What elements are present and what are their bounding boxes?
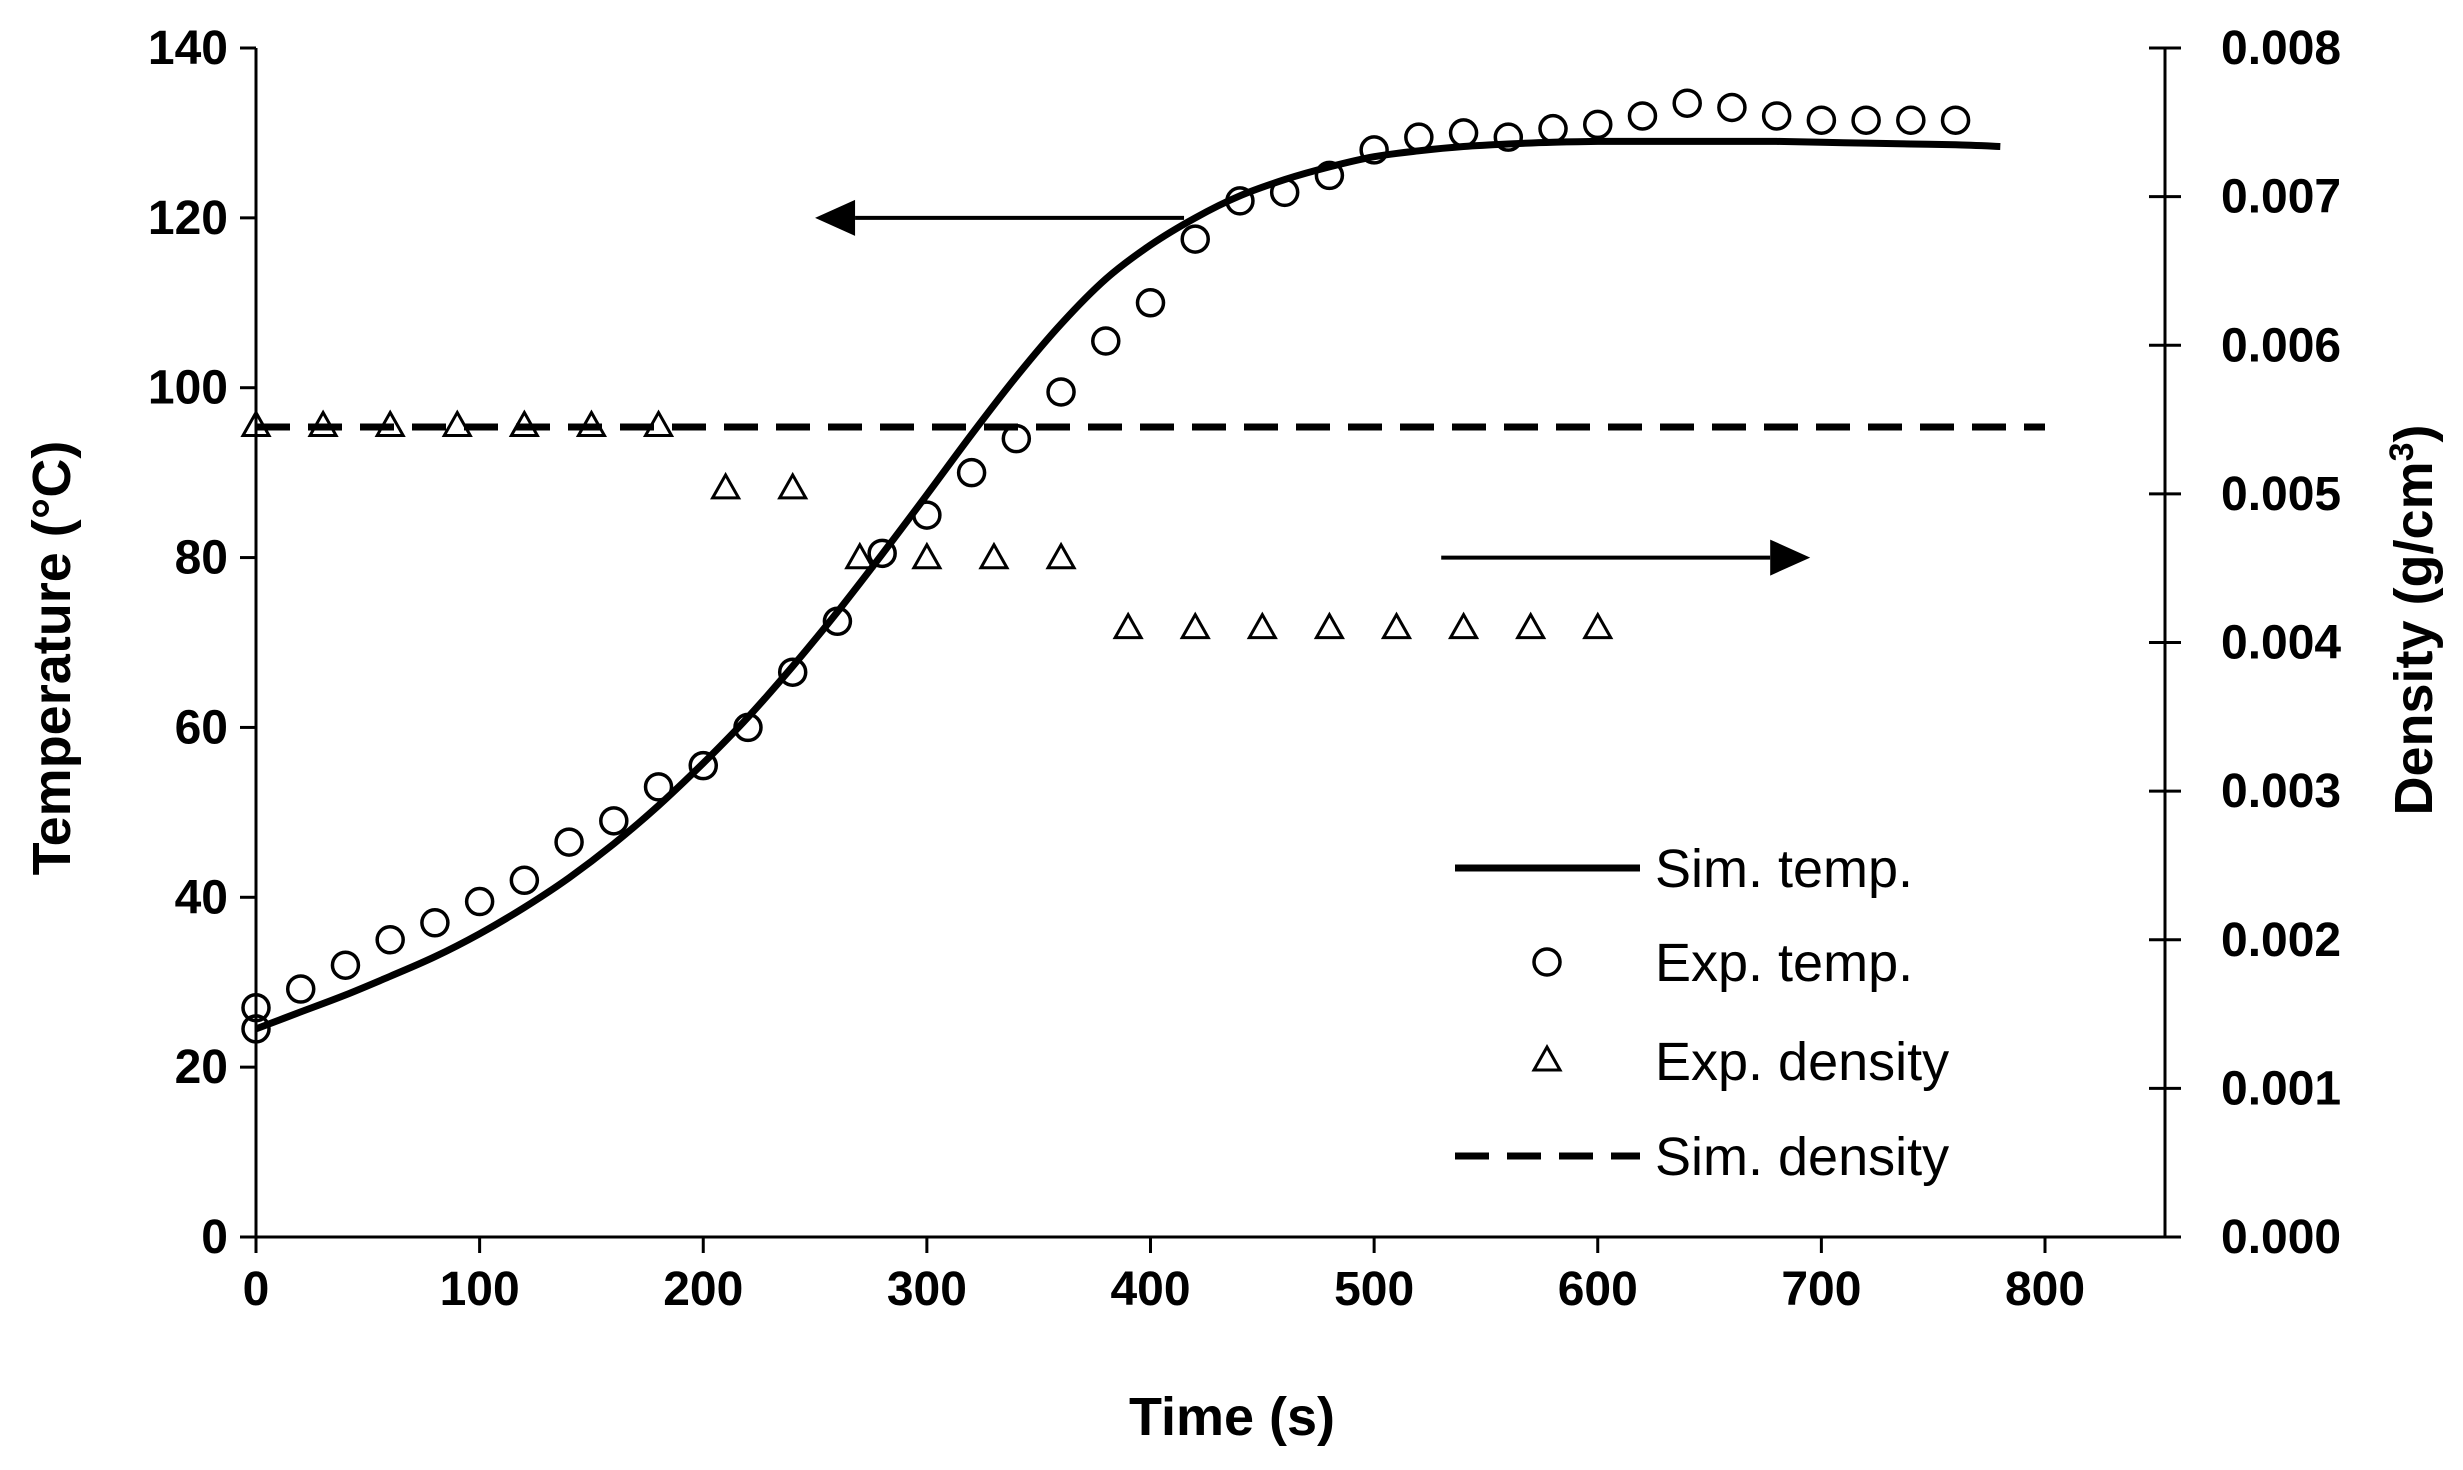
- y-left-tick-label: 120: [148, 192, 228, 245]
- point-exp-density-15: [1246, 611, 1278, 640]
- x-tick-label: 400: [1110, 1263, 1190, 1316]
- y-left-tick-label: 140: [148, 22, 228, 75]
- point-exp-temp-8: [554, 827, 584, 857]
- y-left-tick-label: 80: [175, 532, 228, 585]
- x-tick-label: 300: [887, 1263, 967, 1316]
- point-exp-density-3: [441, 409, 473, 438]
- point-exp-temp-37: [1851, 105, 1881, 135]
- point-exp-temp-15: [867, 538, 897, 569]
- point-exp-temp-27: [1404, 122, 1434, 152]
- legend-swatch-exp-temp: [1532, 947, 1562, 977]
- point-exp-density-12: [1045, 541, 1077, 570]
- y-left-axis-title: Temperature (°C): [22, 441, 82, 876]
- x-tick-label: 500: [1334, 1263, 1414, 1316]
- point-exp-temp-13: [777, 657, 808, 687]
- point-exp-temp-16: [912, 500, 942, 530]
- point-exp-temp-33: [1672, 88, 1702, 118]
- point-exp-temp-20: [1091, 326, 1121, 356]
- point-exp-temp-35: [1761, 101, 1792, 131]
- point-exp-temp-34: [1717, 92, 1747, 123]
- point-exp-temp-31: [1583, 109, 1613, 140]
- legend-label-exp-density: Exp. density: [1655, 1032, 1949, 1092]
- y-left-tick-label: 0: [201, 1211, 228, 1264]
- point-exp-density-14: [1179, 611, 1211, 640]
- point-exp-temp-21: [1135, 288, 1166, 318]
- point-exp-temp-5: [420, 908, 450, 938]
- point-exp-density-19: [1515, 611, 1547, 640]
- point-exp-density-20: [1582, 611, 1614, 640]
- point-exp-temp-19: [1046, 377, 1076, 407]
- point-exp-temp-6: [464, 886, 495, 917]
- point-exp-temp-22: [1180, 224, 1210, 254]
- point-exp-temp-1: [241, 992, 271, 1023]
- y-right-tick-label: 0.005: [2221, 468, 2341, 521]
- y-right-tick-label: 0.006: [2221, 319, 2341, 372]
- point-exp-temp-39: [1940, 105, 1971, 135]
- x-tick-label: 100: [440, 1263, 520, 1316]
- point-exp-temp-28: [1448, 118, 1479, 148]
- point-exp-temp-36: [1806, 105, 1837, 135]
- y-right-tick-label: 0.001: [2221, 1062, 2341, 1115]
- point-exp-temp-9: [599, 806, 629, 836]
- x-tick-label: 700: [1781, 1263, 1861, 1316]
- point-exp-density-17: [1380, 611, 1413, 640]
- legend-label-sim-density: Sim. density: [1655, 1127, 1949, 1187]
- legend-swatch-exp-density: [1531, 1043, 1563, 1072]
- plot-area: [240, 88, 2045, 1044]
- point-exp-temp-17: [956, 457, 987, 488]
- x-tick-label: 200: [663, 1263, 743, 1316]
- point-exp-temp-0: [241, 1014, 271, 1044]
- y-right-tick-label: 0.008: [2221, 22, 2341, 75]
- point-exp-temp-2: [285, 974, 316, 1004]
- x-tick-label: 0: [243, 1263, 270, 1316]
- arrow-left-head: [815, 199, 856, 236]
- point-exp-temp-30: [1538, 113, 1568, 144]
- y-right-tick-label: 0.002: [2221, 914, 2341, 967]
- y-left-tick-label: 40: [175, 871, 228, 924]
- point-exp-density-8: [777, 471, 809, 500]
- point-exp-density-10: [911, 541, 943, 570]
- point-exp-density-9: [844, 541, 876, 570]
- point-exp-density-11: [978, 541, 1010, 570]
- point-exp-temp-38: [1896, 105, 1926, 135]
- x-tick-label: 800: [2005, 1263, 2085, 1316]
- y-left-tick-label: 60: [175, 701, 228, 754]
- arrow-right-head: [1770, 539, 1811, 576]
- legend-label-exp-temp: Exp. temp.: [1655, 933, 1913, 993]
- point-exp-density-13: [1112, 611, 1144, 640]
- y-right-axis-title: Density (g/cm3): [2383, 425, 2444, 816]
- legend: Sim. temp. Exp. temp. Exp. density Sim. …: [1455, 839, 1949, 1187]
- legend-label-sim-temp: Sim. temp.: [1655, 839, 1913, 899]
- y-right-tick-label: 0.000: [2221, 1211, 2341, 1264]
- point-exp-temp-4: [375, 925, 405, 955]
- y-left-tick-label: 20: [175, 1041, 228, 1094]
- y-right-tick-label: 0.004: [2221, 617, 2341, 670]
- axes: 0 100 200 300 400 500 600 700 800 0 20 40 60 80 100 120…: [148, 22, 2342, 1316]
- point-exp-temp-24: [1269, 177, 1300, 208]
- point-exp-temp-25: [1314, 160, 1345, 191]
- point-exp-temp-32: [1627, 101, 1658, 131]
- y-left-tick-label: 100: [148, 362, 228, 415]
- point-exp-temp-14: [822, 606, 853, 637]
- point-exp-temp-10: [643, 772, 674, 802]
- point-exp-density-7: [710, 471, 742, 500]
- point-exp-temp-11: [688, 750, 718, 781]
- point-exp-density-16: [1313, 611, 1345, 640]
- y-right-tick-label: 0.003: [2221, 765, 2341, 818]
- point-exp-temp-3: [330, 950, 361, 980]
- point-exp-density-18: [1447, 611, 1480, 640]
- x-axis-title: Time (s): [1129, 1387, 1335, 1447]
- y-right-axis-title-sup: 3: [2383, 442, 2421, 461]
- point-exp-temp-12: [733, 712, 763, 743]
- y-right-axis-title-close: ): [2384, 425, 2444, 443]
- y-right-tick-label: 0.007: [2221, 171, 2341, 224]
- x-tick-label: 600: [1558, 1263, 1638, 1316]
- point-exp-temp-23: [1225, 186, 1255, 216]
- y-right-axis-title-base: Density (g/cm: [2384, 461, 2444, 815]
- series-sim-temp-line: [254, 137, 2001, 1033]
- point-exp-temp-29: [1493, 122, 1524, 152]
- point-exp-temp-26: [1359, 135, 1389, 165]
- point-exp-temp-7: [509, 865, 540, 896]
